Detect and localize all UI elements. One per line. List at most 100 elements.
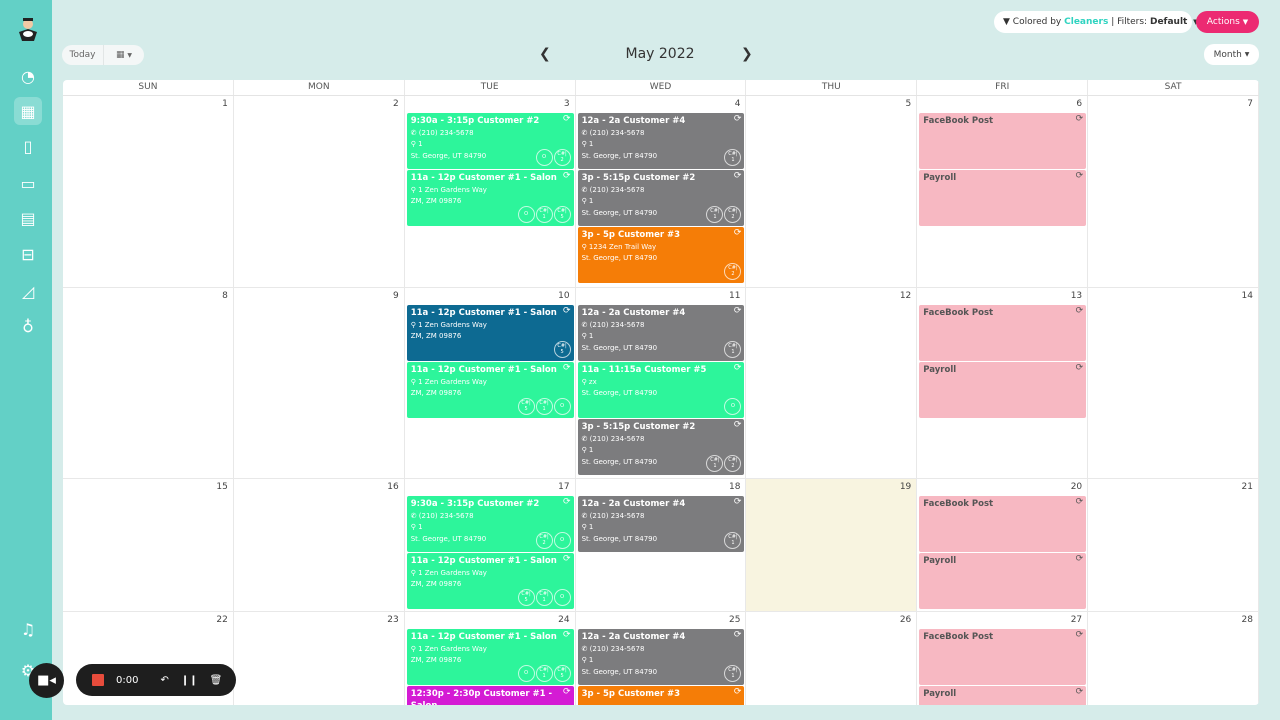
undo-icon[interactable]: ↶ — [160, 674, 169, 686]
calendar-icon[interactable]: ▦ — [14, 97, 42, 125]
filter-button[interactable]: ▼ Colored by Cleaners | Filters: Default… — [994, 11, 1198, 33]
day-cell[interactable]: 14 — [1088, 288, 1259, 478]
day-number[interactable]: 22 — [216, 615, 228, 625]
lightbulb-icon[interactable]: ♁ — [22, 316, 34, 336]
day-number[interactable]: 27 — [1070, 615, 1083, 625]
calendar-event[interactable]: FaceBook Post ⟳ — [919, 305, 1087, 361]
day-number[interactable]: 3 — [563, 99, 570, 109]
calendar-event[interactable]: 12a - 2a Customer #4 ⟳ ✆ (210) 234-5678 ⚲ 1… — [577, 113, 745, 169]
bell-icon[interactable]: ♫ — [20, 619, 36, 639]
day-number[interactable]: 20 — [1070, 482, 1083, 492]
day-number[interactable]: 5 — [905, 99, 912, 109]
day-number[interactable]: 25 — [728, 615, 741, 625]
day-cell[interactable]: 13 FaceBook Post ⟳ Payroll ⟳ — [917, 288, 1089, 478]
day-cell[interactable]: 6 FaceBook Post ⟳ Payroll ⟳ — [917, 96, 1089, 287]
calendar-event[interactable]: 12:30p - 2:30p Customer #1 - Salon⟳ — [406, 686, 574, 705]
view-select[interactable]: Month ▼ — [1204, 44, 1259, 65]
invoice-icon[interactable]: ▤ — [20, 208, 36, 228]
day-cell[interactable]: 16 — [234, 479, 405, 611]
day-cell[interactable]: 23 — [234, 612, 405, 705]
calendar-event[interactable]: 11a - 12p Customer #1 - Salon ⟳ ⚲ 1 Zen Ga… — [406, 170, 574, 226]
calendar-event[interactable]: 3p - 5p Customer #3 ⟳ — [577, 686, 745, 705]
day-cell[interactable]: 9 — [234, 288, 405, 478]
day-cell[interactable]: 12 — [746, 288, 918, 478]
day-cell[interactable]: 19 — [746, 479, 918, 611]
dashboard-icon[interactable]: ◔ — [21, 66, 35, 86]
pause-icon[interactable]: ❙❙ — [180, 674, 198, 686]
day-cell[interactable]: 20 FaceBook Post ⟳ Payroll ⟳ — [917, 479, 1089, 611]
day-cell[interactable]: 22 — [63, 612, 234, 705]
day-number[interactable]: 2 — [392, 99, 399, 109]
calendar-event[interactable]: 3p - 5:15p Customer #2 ⟳ ✆ (210) 234-5678 ⚲… — [577, 419, 745, 475]
day-number[interactable]: 8 — [222, 291, 228, 301]
day-number[interactable]: 11 — [728, 291, 741, 301]
day-number[interactable]: 21 — [1241, 482, 1253, 492]
calendar-event[interactable]: FaceBook Post ⟳ — [919, 629, 1087, 685]
day-cell[interactable]: 7 — [1088, 96, 1259, 287]
day-number[interactable]: 7 — [1247, 99, 1253, 109]
day-number[interactable]: 15 — [216, 482, 228, 492]
calendar-event[interactable]: 12a - 2a Customer #4 ⟳ ✆ (210) 234-5678 ⚲ 1… — [577, 496, 745, 552]
day-number[interactable]: 17 — [558, 482, 570, 492]
calendar-event[interactable]: FaceBook Post ⟳ — [919, 496, 1087, 552]
day-cell[interactable]: 25 12a - 2a Customer #4 ⟳ ✆ (210) 234-5678 ⚲… — [576, 612, 747, 705]
day-number[interactable]: 1 — [222, 99, 228, 109]
next-month-button[interactable]: ❯ — [741, 46, 753, 62]
day-number[interactable]: 23 — [387, 615, 399, 625]
day-cell[interactable]: 28 — [1088, 612, 1259, 705]
actions-button[interactable]: Actions ▼ — [1196, 11, 1259, 33]
day-cell[interactable]: 21 — [1088, 479, 1259, 611]
day-cell[interactable]: 24 11a - 12p Customer #1 - Salon ⟳ ⚲ 1 Zen … — [405, 612, 576, 705]
calendar-event[interactable]: 9:30a - 3:15p Customer #2 ⟳ ✆ (210) 234-56… — [406, 113, 574, 169]
day-cell[interactable]: 5 — [746, 96, 918, 287]
day-cell[interactable]: 4 12a - 2a Customer #4 ⟳ ✆ (210) 234-5678 ⚲ … — [576, 96, 747, 287]
day-number[interactable]: 9 — [392, 291, 399, 301]
reports-icon[interactable]: ◿ — [21, 281, 35, 301]
calendar-event[interactable]: 3p - 5:15p Customer #2 ⟳ ✆ (210) 234-5678 ⚲… — [577, 170, 745, 226]
calendar-event[interactable]: 3p - 5p Customer #3 ⟳ ⚲ 1234 Zen Trail Way… — [577, 227, 745, 283]
day-cell[interactable]: 8 — [63, 288, 234, 478]
day-cell[interactable]: 3 9:30a - 3:15p Customer #2 ⟳ ✆ (210) 234-5… — [405, 96, 576, 287]
calendar-event[interactable]: 12a - 2a Customer #4 ⟳ ✆ (210) 234-5678 ⚲ 1… — [577, 629, 745, 685]
day-number[interactable]: 10 — [558, 291, 570, 301]
calendar-event[interactable]: Payroll ⟳ — [919, 362, 1087, 418]
calendar-event[interactable]: FaceBook Post ⟳ — [919, 113, 1087, 169]
day-number[interactable]: 16 — [387, 482, 399, 492]
calendar-event[interactable]: 11a - 12p Customer #1 - Salon ⟳ ⚲ 1 Zen Ga… — [406, 362, 574, 418]
day-number[interactable]: 12 — [899, 291, 912, 301]
day-cell[interactable]: 26 — [746, 612, 918, 705]
day-number[interactable]: 4 — [734, 99, 741, 109]
day-cell[interactable]: 17 9:30a - 3:15p Customer #2 ⟳ ✆ (210) 234-… — [405, 479, 576, 611]
day-number[interactable]: 24 — [558, 615, 570, 625]
day-number[interactable]: 26 — [899, 615, 912, 625]
day-cell[interactable]: 2 — [234, 96, 405, 287]
date-picker-button[interactable]: ▦ ▼ — [104, 45, 144, 65]
calendar-event[interactable]: Payroll ⟳ — [919, 553, 1087, 609]
calendar-event[interactable]: 11a - 12p Customer #1 - Salon ⟳ ⚲ 1 Zen Ga… — [406, 629, 574, 685]
day-cell[interactable]: 18 12a - 2a Customer #4 ⟳ ✆ (210) 234-5678 ⚲… — [576, 479, 747, 611]
contacts-icon[interactable]: ▯ — [23, 136, 33, 156]
calendar-event[interactable]: Payroll ⟳ — [919, 170, 1087, 226]
day-cell[interactable]: 15 — [63, 479, 234, 611]
day-number[interactable]: 6 — [1076, 99, 1083, 109]
employee-icon[interactable]: ▭ — [20, 173, 36, 193]
day-number[interactable]: 14 — [1241, 291, 1253, 301]
prev-month-button[interactable]: ❮ — [539, 46, 551, 62]
camera-button[interactable]: ■◂ — [29, 663, 64, 698]
calendar-event[interactable]: 11a - 12p Customer #1 - Salon ⟳ ⚲ 1 Zen Ga… — [406, 305, 574, 361]
calendar-event[interactable]: 11a - 12p Customer #1 - Salon ⟳ ⚲ 1 Zen Ga… — [406, 553, 574, 609]
day-cell[interactable]: 27 FaceBook Post ⟳ Payroll ⟳ — [917, 612, 1089, 705]
stop-recording-button[interactable] — [92, 674, 104, 686]
calendar-event[interactable]: 12a - 2a Customer #4 ⟳ ✆ (210) 234-5678 ⚲ 1… — [577, 305, 745, 361]
trash-icon[interactable]: 🗑 — [209, 674, 223, 686]
calendar-event[interactable]: 11a - 11:15a Customer #5 ⟳ ⚲ zx St. George,… — [577, 362, 745, 418]
day-cell[interactable]: 1 — [63, 96, 234, 287]
day-number[interactable]: 13 — [1070, 291, 1083, 301]
calendar-event[interactable]: Payroll ⟳ — [919, 686, 1087, 705]
day-number[interactable]: 28 — [1241, 615, 1253, 625]
day-number[interactable]: 18 — [728, 482, 741, 492]
day-cell[interactable]: 10 11a - 12p Customer #1 - Salon ⟳ ⚲ 1 Zen … — [405, 288, 576, 478]
day-cell[interactable]: 11 12a - 2a Customer #4 ⟳ ✆ (210) 234-5678 ⚲… — [576, 288, 747, 478]
calendar-event[interactable]: 9:30a - 3:15p Customer #2 ⟳ ✆ (210) 234-56… — [406, 496, 574, 552]
day-number[interactable]: 19 — [899, 482, 912, 492]
